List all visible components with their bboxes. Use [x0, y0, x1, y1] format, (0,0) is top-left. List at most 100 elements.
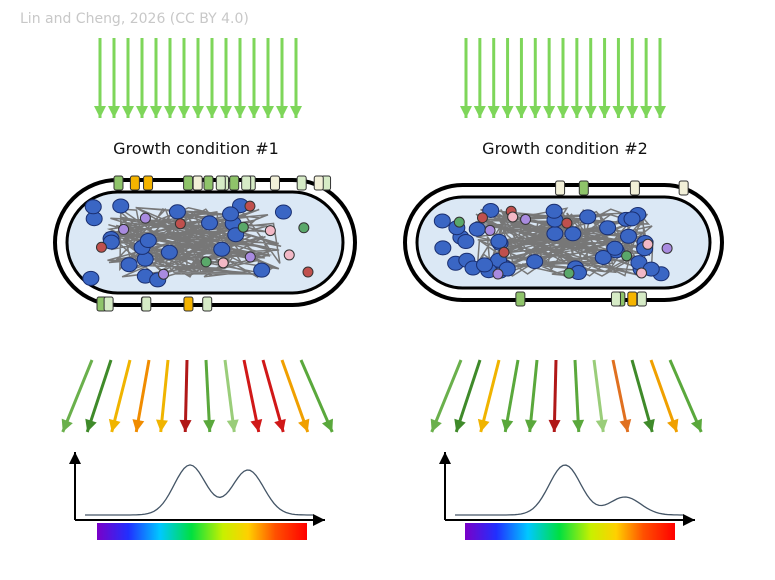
protein [561, 217, 573, 229]
surface-protein [678, 180, 689, 196]
arrow-shaft [85, 359, 113, 433]
arrow-head [626, 106, 639, 118]
ribosome [160, 244, 178, 260]
arrow-head [640, 106, 653, 118]
surface-protein [629, 180, 640, 196]
arrow-shaft [223, 359, 236, 433]
arrow-head [179, 419, 192, 432]
surface-protein [103, 296, 114, 312]
arrow-head [192, 106, 204, 118]
arrow-shaft [183, 359, 189, 433]
protein [244, 200, 256, 212]
arrow-head [598, 106, 611, 118]
arrow-head [612, 106, 625, 118]
arrow-head [690, 418, 702, 432]
arrow-head [136, 106, 148, 118]
arrow-head [487, 106, 500, 118]
arrow-head [164, 106, 176, 118]
arrow-shaft [299, 359, 334, 433]
protein [174, 218, 186, 230]
protein [636, 267, 648, 279]
spectrum-bar [465, 523, 675, 540]
arrow-shaft [573, 359, 581, 433]
arrow-head [274, 418, 286, 432]
surface-protein [192, 175, 203, 191]
ribosome [222, 206, 240, 222]
spectrum-curve [85, 464, 313, 516]
arrow-head [683, 514, 695, 526]
surface-protein [143, 175, 154, 191]
arrow-head [150, 106, 162, 118]
arrow-head [595, 419, 608, 432]
protein [484, 224, 496, 236]
arrow-head [439, 452, 451, 464]
protein [217, 257, 229, 269]
protein [237, 221, 249, 233]
arrow-head [654, 106, 666, 118]
ribosome [112, 198, 130, 214]
arrow-shaft [242, 359, 261, 433]
arrow-head [122, 106, 134, 118]
ribosome [468, 221, 486, 237]
arrow-shaft [649, 359, 679, 433]
ribosome [434, 240, 452, 256]
arrow-shaft [503, 359, 520, 433]
protein [139, 212, 151, 224]
arrow-head [501, 419, 514, 432]
ribosome [139, 233, 157, 249]
arrow-head [290, 106, 302, 118]
surface-protein [627, 291, 638, 307]
arrow-head [155, 419, 168, 432]
arrow-head [584, 106, 597, 118]
arrow-shaft [528, 359, 539, 433]
arrow-head [85, 418, 97, 432]
protein [95, 241, 107, 253]
arrow-head [515, 106, 528, 118]
arrow-head [61, 418, 73, 432]
ribosome [476, 257, 494, 273]
protein [642, 238, 654, 250]
arrow-head [460, 106, 472, 118]
ribosome [599, 220, 617, 236]
arrow-head [206, 106, 218, 118]
arrow-shaft [61, 359, 94, 433]
arrow-shaft [134, 359, 151, 433]
surface-protein [269, 175, 280, 191]
protein [507, 211, 519, 223]
arrow-head [501, 106, 514, 118]
arrow-head [572, 419, 585, 432]
arrow-head [619, 419, 632, 432]
ribosome [82, 270, 100, 286]
ribosome [606, 240, 624, 256]
arrow-shaft [630, 359, 654, 433]
surface-protein [129, 175, 140, 191]
protein [498, 246, 510, 258]
credit: Lin and Cheng, 2026 (CC BY 4.0) [20, 11, 249, 27]
arrow-shaft [204, 359, 212, 433]
protein [158, 268, 170, 280]
protein [492, 268, 504, 280]
protein [621, 250, 633, 262]
protein [476, 212, 488, 224]
protein [118, 223, 130, 235]
ribosome [201, 215, 219, 231]
surface-protein [183, 175, 194, 191]
arrow-shaft [592, 359, 605, 433]
ribosome [253, 262, 271, 278]
surface-protein [610, 291, 621, 307]
arrow-head [226, 419, 239, 432]
arrow-head [248, 106, 260, 118]
surface-protein [296, 175, 307, 191]
protein [244, 251, 256, 263]
arrow-head [203, 419, 216, 432]
arrow-shaft [261, 359, 285, 433]
ribosome [545, 203, 563, 219]
ribosome [433, 213, 451, 229]
arrow-head [430, 418, 442, 432]
protein [563, 267, 575, 279]
arrow-head [548, 419, 561, 432]
artwork [53, 38, 724, 540]
arrow-shaft [159, 359, 170, 433]
ribosome [213, 241, 231, 257]
arrow-head [132, 419, 145, 432]
